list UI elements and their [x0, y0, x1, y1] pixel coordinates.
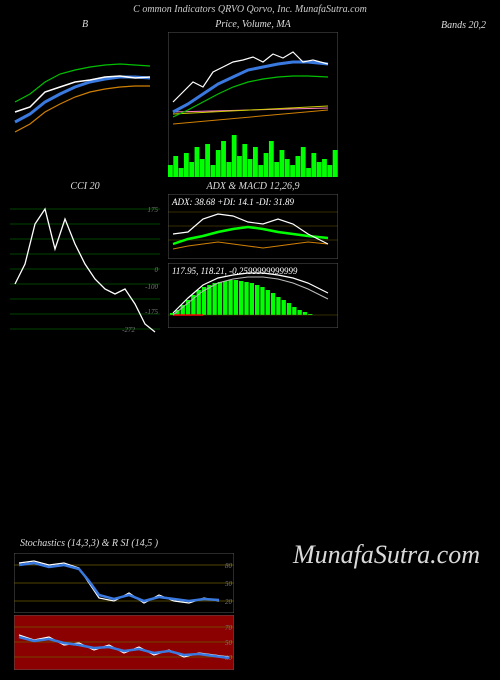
- stoch-top-svg: 80 50 20: [14, 553, 234, 613]
- chart-b-title: B: [10, 19, 160, 30]
- watermark: MunafaSutra.com: [293, 540, 480, 570]
- svg-text:0: 0: [155, 266, 159, 274]
- chart-cci-box: CCI 20 175 0 -100 -175 -272: [10, 181, 160, 334]
- stoch-title: Stochastics (14,3,3) & R SI (14,5 ): [0, 532, 234, 549]
- stoch-bot-svg: 705030: [14, 615, 234, 670]
- chart-adx-title: ADX & MACD 12,26,9: [168, 181, 338, 192]
- svg-text:50: 50: [225, 580, 233, 588]
- chart-price-title: Price, Volume, MA: [168, 19, 338, 30]
- svg-text:175: 175: [148, 206, 159, 214]
- page-header: C ommon Indicators QRVO Qorvo, Inc. Muna…: [0, 0, 500, 19]
- header-center: ommon Indicators QRVO Qorvo, Inc. Munafa…: [142, 4, 367, 15]
- row-2: CCI 20 175 0 -100 -175 -272 ADX & MACD 12,26…: [0, 181, 500, 338]
- svg-text:-100: -100: [145, 283, 158, 291]
- chart-macd-svg: 117.95, 118.21, -0.2599999999999: [168, 263, 338, 328]
- header-left: C: [133, 4, 140, 15]
- svg-text:20: 20: [225, 598, 233, 606]
- chart-b-svg: [10, 32, 160, 152]
- svg-text:-272: -272: [122, 326, 135, 334]
- svg-text:50: 50: [225, 639, 233, 647]
- row-1: B Price, Volume, MA: [0, 19, 500, 181]
- svg-text:-175: -175: [145, 308, 158, 316]
- chart-b-box: B: [10, 19, 160, 177]
- chart-cci-title: CCI 20: [10, 181, 160, 192]
- svg-text:70: 70: [225, 624, 233, 632]
- chart-price-svg: [168, 32, 338, 177]
- bands-title: Bands 20,2: [441, 20, 486, 31]
- stoch-section: Stochastics (14,3,3) & R SI (14,5 ) 80 50…: [0, 532, 234, 670]
- chart-adx-svg: ADX: 38.68 +DI: 14.1 -DI: 31.89: [168, 194, 338, 259]
- chart-cci-svg: 175 0 -100 -175 -272: [10, 194, 160, 334]
- chart-price-box: Price, Volume, MA: [168, 19, 338, 177]
- chart-adx-box: ADX & MACD 12,26,9 ADX: 38.68 +DI: 14.1 …: [168, 181, 338, 334]
- svg-text:ADX: 38.68 +DI: 14.1 -DI: 31: ADX: 38.68 +DI: 14.1 -DI: 31.89: [171, 197, 295, 207]
- svg-text:80: 80: [225, 562, 233, 570]
